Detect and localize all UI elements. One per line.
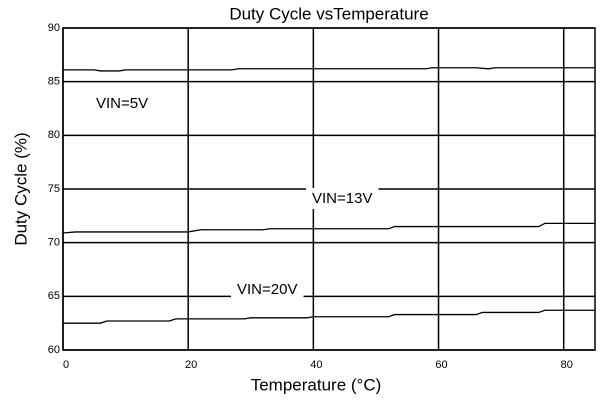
chart-title: Duty Cycle vsTemperature: [229, 4, 428, 23]
y-tick-label: 60: [48, 344, 60, 356]
label-background: [90, 92, 155, 114]
series-line: [63, 309, 595, 324]
series-line: [62, 222, 595, 234]
x-tick-label: 80: [561, 359, 573, 371]
y-axis-label: Duty Cycle (%): [11, 132, 30, 245]
series-line: [63, 67, 595, 72]
y-tick-label: 65: [48, 290, 60, 302]
x-tick-label: 20: [185, 359, 197, 371]
x-tick-label: 0: [63, 359, 69, 371]
y-tick-label: 80: [48, 129, 60, 141]
x-tick-label: 60: [435, 359, 447, 371]
series-label: VIN=13V: [312, 190, 372, 207]
y-tick-label: 75: [48, 183, 60, 195]
x-axis-label: Temperature (°C): [251, 375, 382, 394]
x-tick-label: 40: [310, 359, 322, 371]
plot-frame: [62, 27, 596, 351]
series-label: VIN=20V: [237, 281, 297, 298]
series-label: VIN=5V: [96, 95, 148, 112]
y-tick-label: 85: [48, 76, 60, 88]
y-tick-label: 90: [48, 22, 60, 34]
label-background: [231, 278, 304, 300]
y-tick-label: 70: [48, 237, 60, 249]
label-background: [306, 187, 379, 209]
